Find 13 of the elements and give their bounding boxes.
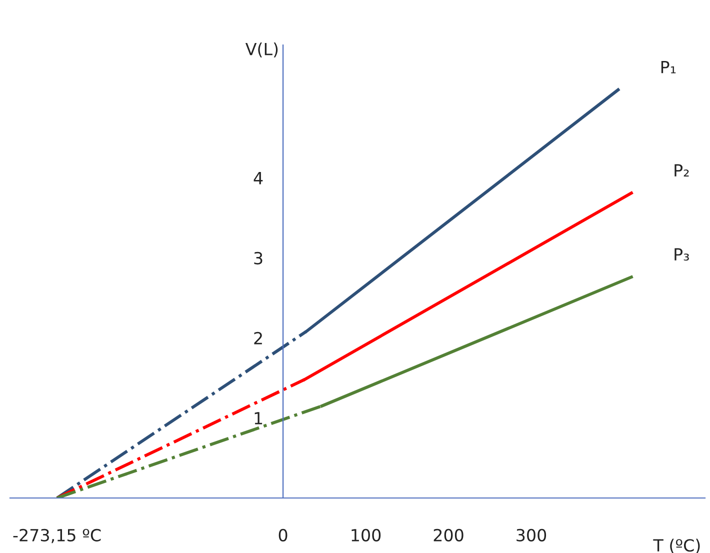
x-tick-label: 100 <box>352 528 381 542</box>
y-tick-label: 1 <box>254 412 262 424</box>
x-tick-label: 200 <box>434 528 464 542</box>
text: P₁ <box>661 61 676 74</box>
text: P₃ <box>674 248 689 261</box>
x-tick-label: 0 <box>278 528 288 542</box>
text: P₂ <box>674 164 689 176</box>
x-tick-label: -273,15 ºC <box>13 528 101 544</box>
x-tick-label: 300 <box>516 528 546 542</box>
y-tick-label: 3 <box>254 252 262 264</box>
y-tick-label: 2 <box>254 332 262 344</box>
y-tick-label: 4 <box>254 172 263 184</box>
y-axis-title: V(L) <box>245 42 278 58</box>
